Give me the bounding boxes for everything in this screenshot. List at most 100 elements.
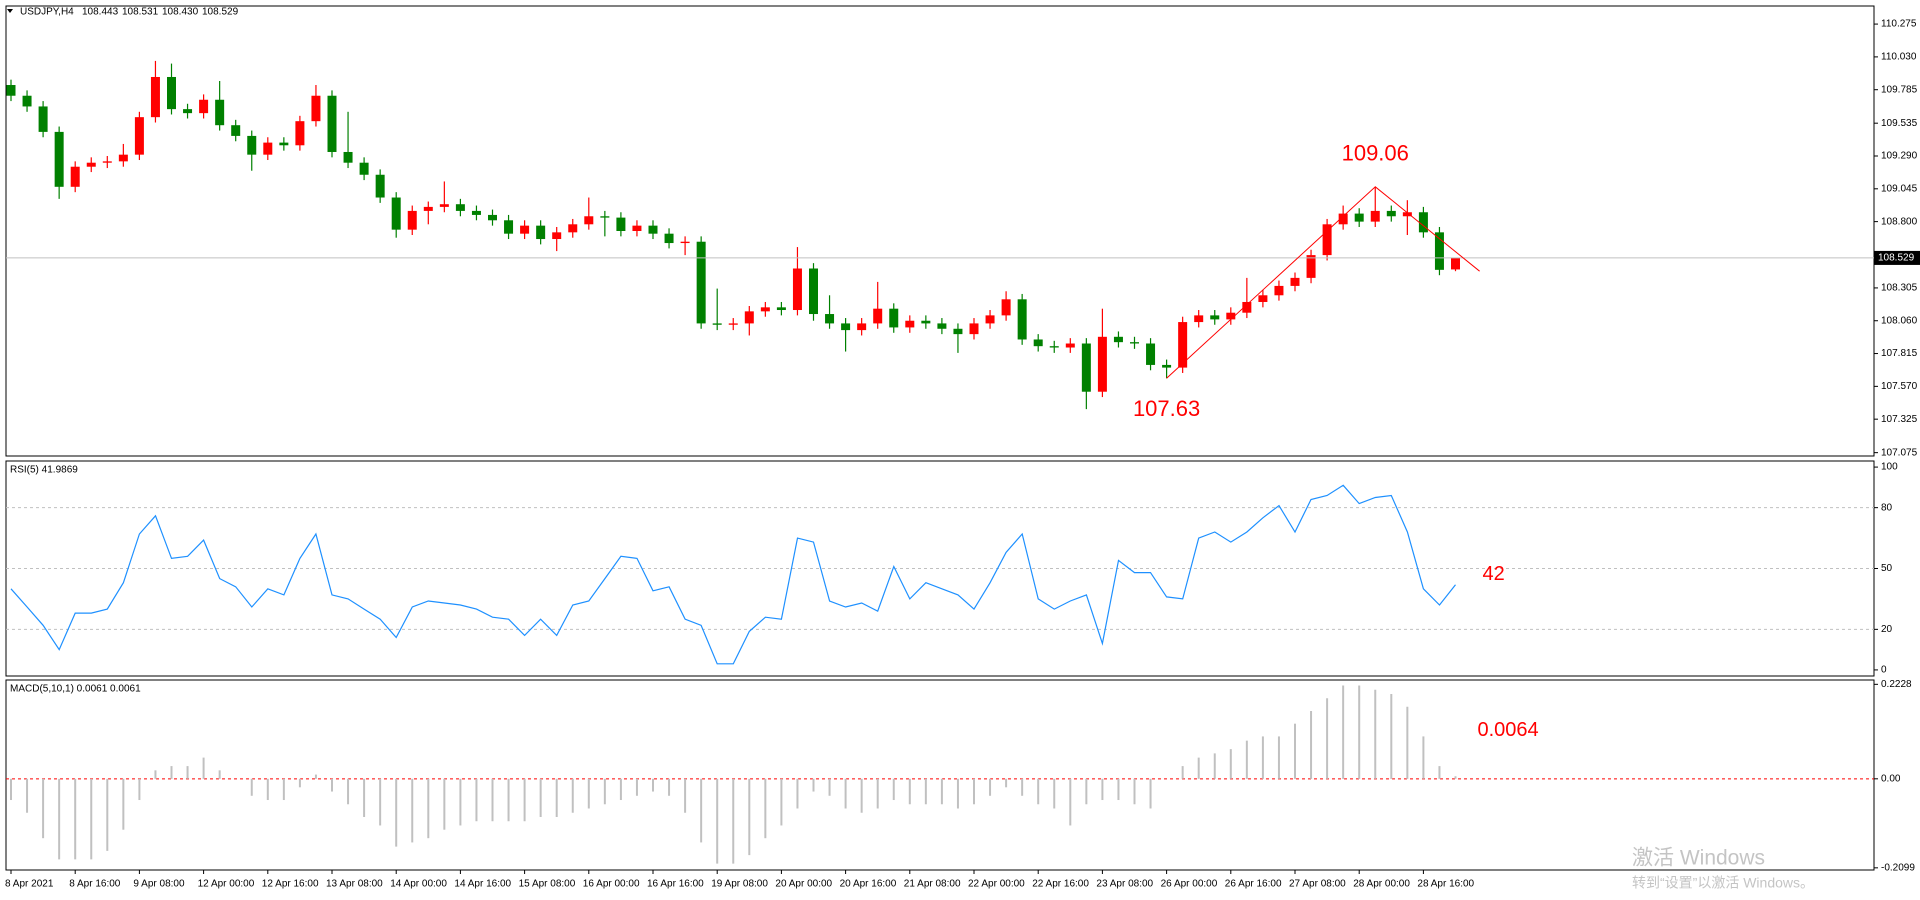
candle-body bbox=[1354, 213, 1364, 222]
ohlc-value: 108.531 bbox=[122, 7, 159, 18]
candle-body bbox=[552, 232, 562, 240]
candle-body bbox=[873, 308, 883, 324]
candle-body bbox=[375, 174, 385, 198]
panel-frame bbox=[5, 5, 1875, 457]
candle-body bbox=[1001, 299, 1011, 316]
x-tick-label: 28 Apr 16:00 bbox=[1417, 879, 1474, 890]
menu-arrow[interactable] bbox=[7, 9, 13, 13]
candle-body bbox=[728, 323, 738, 325]
candle-body bbox=[54, 131, 64, 187]
candle-body bbox=[616, 217, 626, 231]
candle-body bbox=[857, 323, 867, 331]
candle-body bbox=[1194, 315, 1204, 323]
candle-body bbox=[1033, 339, 1043, 347]
candle-body bbox=[1386, 210, 1396, 217]
candle-body bbox=[841, 323, 851, 331]
candle-body bbox=[215, 99, 225, 126]
candle-body bbox=[600, 216, 610, 218]
ohlc-value: 108.529 bbox=[202, 7, 239, 18]
candle-body bbox=[231, 125, 241, 136]
candle-body bbox=[1402, 212, 1412, 217]
candle-body bbox=[263, 142, 273, 155]
y-tick-label: 0.2228 bbox=[1881, 679, 1912, 690]
y-tick-label: 108.800 bbox=[1881, 216, 1918, 227]
y-tick-label: 107.075 bbox=[1881, 447, 1918, 458]
candle-body bbox=[1146, 343, 1156, 365]
candle-body bbox=[407, 210, 417, 230]
x-tick-label: 28 Apr 00:00 bbox=[1353, 879, 1410, 890]
y-tick-label: 80 bbox=[1881, 502, 1893, 513]
candle-body bbox=[792, 268, 802, 311]
candle-body bbox=[70, 166, 80, 187]
x-tick-label: 8 Apr 16:00 bbox=[69, 879, 121, 890]
candle-body bbox=[38, 106, 48, 132]
y-tick-label: 0.00 bbox=[1881, 773, 1901, 784]
candle-body bbox=[1290, 277, 1300, 286]
candle-body bbox=[1226, 312, 1236, 320]
candle-body bbox=[648, 225, 658, 234]
x-tick-label: 8 Apr 2021 bbox=[5, 879, 54, 890]
x-tick-label: 22 Apr 16:00 bbox=[1032, 879, 1089, 890]
candle-body bbox=[696, 241, 706, 324]
y-tick-label: 20 bbox=[1881, 624, 1893, 635]
y-tick-label: 109.045 bbox=[1881, 183, 1918, 194]
y-tick-label: -0.2099 bbox=[1881, 862, 1915, 873]
annotation: 109.06 bbox=[1342, 141, 1409, 166]
candle-body bbox=[1322, 224, 1332, 256]
candle-body bbox=[1418, 212, 1428, 233]
candle-body bbox=[1338, 213, 1348, 225]
indicator-title: MACD(5,10,1) 0.0061 0.0061 bbox=[10, 684, 141, 695]
candle-body bbox=[343, 151, 353, 163]
candle-body bbox=[1130, 342, 1139, 344]
candle-body bbox=[1306, 255, 1316, 278]
candle-body bbox=[1451, 257, 1460, 270]
y-tick-label: 107.815 bbox=[1881, 348, 1918, 359]
candle-body bbox=[1097, 336, 1107, 392]
current-price-label: 108.529 bbox=[1878, 253, 1915, 264]
candle-body bbox=[921, 320, 931, 324]
candle-body bbox=[311, 95, 321, 122]
rsi-line bbox=[10, 484, 1456, 665]
candle-body bbox=[1178, 322, 1188, 368]
candle-body bbox=[776, 307, 786, 311]
candle-body bbox=[664, 233, 674, 244]
candle-body bbox=[1242, 301, 1252, 313]
candle-body bbox=[1370, 210, 1380, 222]
annotation: 107.63 bbox=[1133, 396, 1200, 421]
candle-body bbox=[584, 216, 594, 225]
x-tick-label: 22 Apr 00:00 bbox=[968, 879, 1025, 890]
candle-body bbox=[134, 117, 144, 155]
y-tick-label: 107.325 bbox=[1881, 414, 1918, 425]
candle-body bbox=[391, 197, 401, 230]
candle-body bbox=[536, 225, 546, 240]
candle-body bbox=[295, 121, 305, 146]
current-value-label: 0.0064 bbox=[1478, 719, 1539, 741]
watermark-subtitle: 转到“设置”以激活 Windows。 bbox=[1632, 875, 1814, 891]
y-tick-label: 0 bbox=[1881, 665, 1887, 676]
candle-body bbox=[1017, 299, 1027, 340]
symbol: USDJPY,H4 bbox=[20, 7, 74, 18]
candle-body bbox=[183, 109, 193, 114]
candle-body bbox=[455, 204, 465, 211]
candle-body bbox=[889, 308, 899, 328]
candle-body bbox=[905, 320, 915, 328]
candle-body bbox=[150, 76, 160, 118]
y-tick-label: 100 bbox=[1881, 462, 1898, 473]
candle-body bbox=[760, 307, 770, 312]
indicator-title: RSI(5) 41.9869 bbox=[10, 465, 78, 476]
y-tick-label: 108.305 bbox=[1881, 283, 1918, 294]
candle-body bbox=[86, 162, 96, 167]
candle-body bbox=[439, 204, 449, 207]
x-tick-label: 12 Apr 16:00 bbox=[262, 879, 319, 890]
candle-body bbox=[1210, 315, 1220, 320]
x-tick-label: 19 Apr 08:00 bbox=[711, 879, 768, 890]
candle-body bbox=[712, 323, 722, 325]
candle-body bbox=[1081, 343, 1091, 392]
y-tick-label: 108.060 bbox=[1881, 315, 1918, 326]
y-tick-label: 109.785 bbox=[1881, 84, 1918, 95]
candle-body bbox=[568, 224, 578, 233]
y-tick-label: 110.275 bbox=[1881, 19, 1917, 30]
y-tick-label: 107.570 bbox=[1881, 381, 1918, 392]
